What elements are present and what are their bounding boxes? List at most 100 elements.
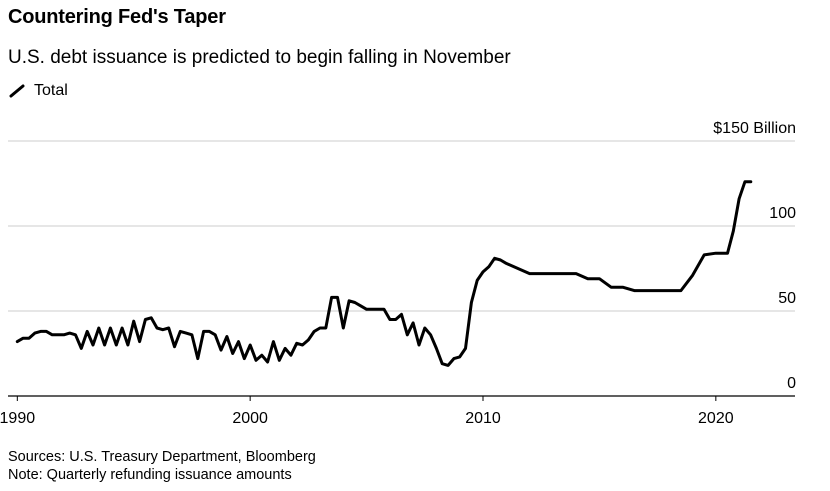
data-point	[744, 181, 746, 183]
data-point	[360, 305, 362, 307]
data-point	[406, 334, 408, 336]
methodology-note: Note: Quarterly refunding issuance amoun…	[8, 467, 292, 483]
data-point	[750, 181, 752, 183]
data-point	[249, 344, 251, 346]
chart-subtitle: U.S. debt issuance is predicted to begin…	[8, 47, 511, 68]
data-point	[447, 364, 449, 366]
data-point	[191, 334, 193, 336]
data-point	[493, 257, 495, 259]
series-line-total	[15, 180, 753, 367]
data-point	[319, 327, 321, 329]
data-point	[272, 340, 274, 342]
data-point	[383, 308, 385, 310]
sources-note: Sources: U.S. Treasury Department, Bloom…	[8, 449, 316, 465]
data-point	[476, 279, 478, 281]
data-point	[57, 334, 59, 336]
data-point	[162, 329, 164, 331]
data-point	[86, 330, 88, 332]
data-point	[325, 327, 327, 329]
data-point	[28, 337, 30, 339]
data-point	[435, 347, 437, 349]
data-point	[301, 344, 303, 346]
data-point	[645, 289, 647, 291]
data-point	[22, 337, 24, 339]
data-point	[45, 330, 47, 332]
data-point	[453, 357, 455, 359]
data-point	[703, 254, 705, 256]
data-point	[109, 327, 111, 329]
data-point	[563, 272, 565, 274]
data-point	[738, 198, 740, 200]
data-point	[173, 346, 175, 348]
data-point	[389, 318, 391, 320]
data-point	[488, 266, 490, 268]
x-tick-label: 2020	[698, 410, 734, 427]
data-point	[505, 262, 507, 264]
data-point	[121, 327, 123, 329]
data-point	[622, 286, 624, 288]
data-point	[691, 274, 693, 276]
data-point	[587, 278, 589, 280]
data-point	[377, 308, 379, 310]
legend-line-icon	[9, 84, 25, 98]
data-point	[144, 318, 146, 320]
legend: Total	[8, 82, 68, 100]
data-point	[598, 278, 600, 280]
data-point	[261, 354, 263, 356]
data-point	[266, 361, 268, 363]
data-point	[168, 327, 170, 329]
data-point	[633, 289, 635, 291]
data-point	[98, 327, 100, 329]
x-tick-label: 2010	[465, 410, 501, 427]
data-point	[179, 330, 181, 332]
data-point	[424, 327, 426, 329]
data-point	[284, 347, 286, 349]
footer: Sources: U.S. Treasury Department, Bloom…	[8, 448, 316, 484]
data-point	[290, 354, 292, 356]
data-point	[103, 344, 105, 346]
data-point	[499, 259, 501, 261]
data-point	[51, 334, 53, 336]
data-point	[464, 347, 466, 349]
y-tick-label: $150 Billion	[713, 120, 796, 137]
data-point	[226, 335, 228, 337]
data-point	[63, 334, 65, 336]
data-point	[470, 301, 472, 303]
data-point	[80, 347, 82, 349]
data-point	[115, 344, 117, 346]
x-tick-label: 1990	[0, 410, 35, 427]
data-point	[336, 296, 338, 298]
data-point	[307, 339, 309, 341]
data-point	[243, 357, 245, 359]
data-point	[575, 272, 577, 274]
data-point	[39, 330, 41, 332]
data-point	[220, 349, 222, 351]
chart-title: Countering Fed's Taper	[8, 6, 226, 28]
y-tick-label: 50	[778, 290, 796, 307]
data-point	[371, 308, 373, 310]
data-point	[133, 320, 135, 322]
y-tick-label: 0	[787, 375, 796, 392]
data-point	[296, 342, 298, 344]
data-point	[232, 352, 234, 354]
data-point	[395, 318, 397, 320]
data-point	[255, 359, 257, 361]
y-tick-label: 100	[769, 205, 796, 222]
data-point	[400, 313, 402, 315]
data-point	[668, 289, 670, 291]
data-point	[138, 340, 140, 342]
data-point	[441, 363, 443, 365]
data-point	[482, 271, 484, 273]
data-point	[202, 330, 204, 332]
data-point	[459, 356, 461, 358]
data-point	[726, 252, 728, 254]
data-point	[69, 332, 71, 334]
data-point	[348, 300, 350, 302]
data-point	[127, 344, 129, 346]
data-point	[552, 272, 554, 274]
data-point	[418, 344, 420, 346]
data-point	[342, 327, 344, 329]
data-point	[610, 286, 612, 288]
data-point	[16, 340, 18, 342]
data-point	[721, 252, 723, 254]
